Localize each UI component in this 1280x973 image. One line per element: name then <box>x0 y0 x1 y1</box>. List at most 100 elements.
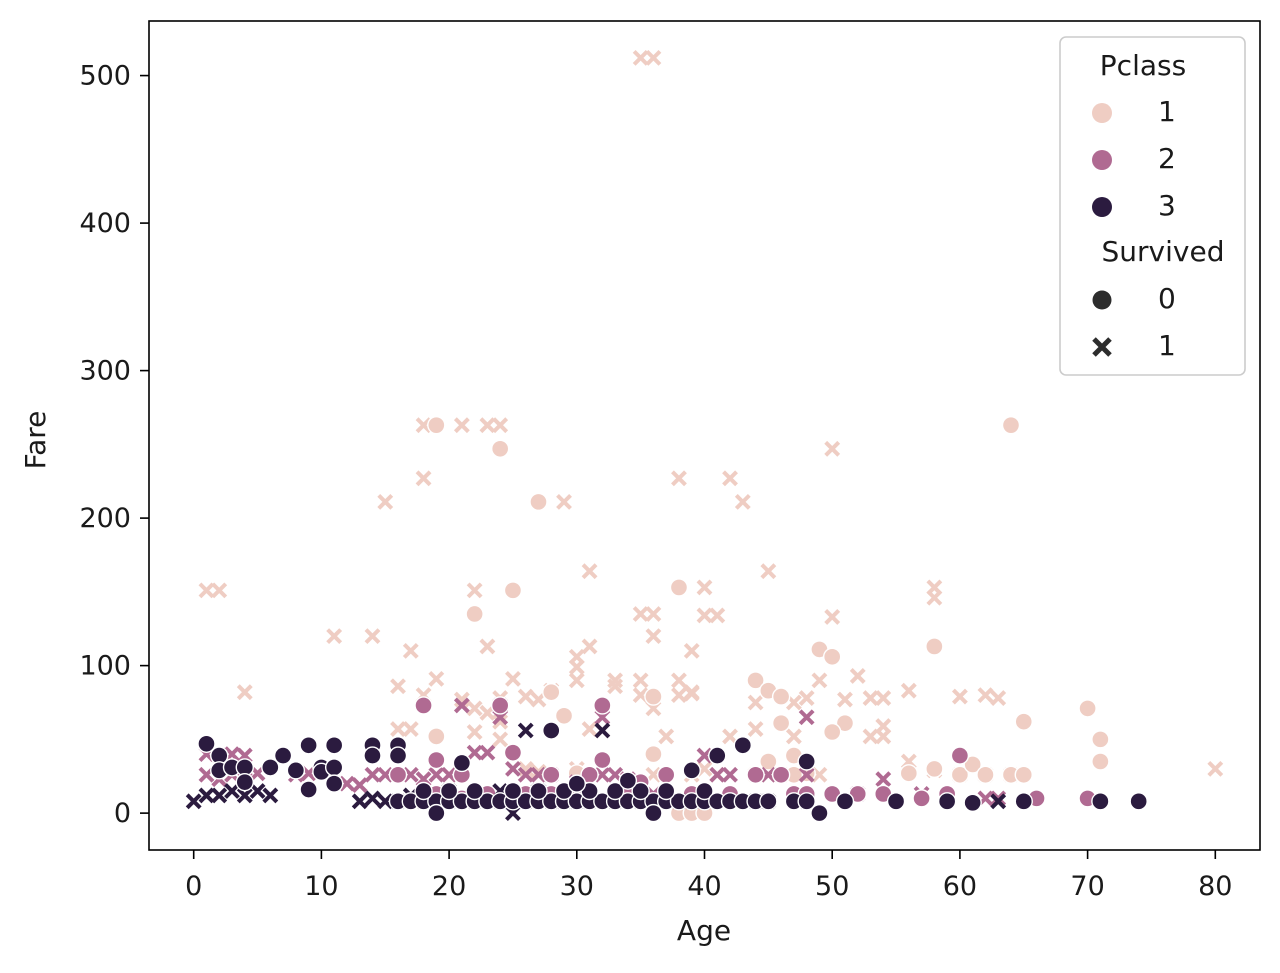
data-point-pclass-3-survived-0 <box>605 781 625 801</box>
data-point-pclass-2-survived-1 <box>760 766 777 783</box>
data-point-pclass-1-survived-0 <box>746 671 765 690</box>
y-axis-label: Fare <box>19 411 52 470</box>
data-point-pclass-3-survived-1 <box>198 787 215 804</box>
data-point-pclass-1-survived-1 <box>671 687 687 704</box>
data-point-pclass-1-survived-1 <box>798 690 815 706</box>
data-point-pclass-1-survived-0 <box>427 727 446 746</box>
data-point-pclass-1-survived-0 <box>1078 699 1097 718</box>
x-tick-label: 0 <box>185 871 202 902</box>
data-point-pclass-2-survived-1 <box>709 766 726 783</box>
data-point-pclass-1-survived-1 <box>645 49 662 66</box>
data-point-pclass-1-survived-1 <box>568 659 585 676</box>
data-point-pclass-1-survived-1 <box>683 642 700 659</box>
data-point-pclass-3-survived-1 <box>594 722 611 739</box>
legend-box <box>1059 36 1246 376</box>
data-point-pclass-3-survived-0 <box>708 746 727 765</box>
data-point-pclass-1-survived-0 <box>1014 765 1033 784</box>
data-point-pclass-1-survived-1 <box>951 688 968 705</box>
data-point-pclass-2-survived-1 <box>798 766 815 783</box>
data-point-pclass-1-survived-1 <box>377 493 394 510</box>
data-point-pclass-3-survived-0 <box>631 781 650 801</box>
data-point-pclass-1-survived-1 <box>326 628 343 645</box>
y-tick-label: 500 <box>79 61 131 92</box>
data-point-pclass-1-survived-1 <box>671 470 687 487</box>
legend-title-survived: Survived <box>1102 235 1225 268</box>
data-point-pclass-2-survived-0 <box>427 750 446 770</box>
data-point-pclass-1-survived-1 <box>926 589 943 606</box>
data-point-pclass-3-survived-0 <box>452 753 472 773</box>
data-point-pclass-1-survived-1 <box>824 440 841 457</box>
data-point-pclass-1-survived-0 <box>1091 752 1110 771</box>
data-point-pclass-1-survived-1 <box>645 606 662 622</box>
data-point-pclass-1-survived-0 <box>963 755 982 774</box>
x-tick-label: 80 <box>1198 871 1232 902</box>
data-point-pclass-3-survived-0 <box>835 792 855 811</box>
data-point-pclass-2-survived-0 <box>950 746 970 765</box>
data-point-pclass-2-survived-1 <box>402 766 419 783</box>
data-point-pclass-1-survived-1 <box>862 728 879 745</box>
x-tick-label: 40 <box>687 871 721 902</box>
legend-label-survived-1: 1 <box>1158 329 1176 362</box>
legend-label-pclass-1: 1 <box>1158 95 1176 128</box>
data-point-pclass-1-survived-1 <box>466 582 483 599</box>
data-point-pclass-1-survived-1 <box>517 688 534 705</box>
data-point-pclass-3-survived-0 <box>733 736 753 755</box>
x-tick-label: 50 <box>815 871 849 902</box>
data-point-pclass-1-survived-1 <box>632 49 649 66</box>
data-point-pclass-1-survived-1 <box>785 728 802 745</box>
data-point-pclass-1-survived-0 <box>427 415 446 435</box>
data-point-pclass-1-survived-1 <box>581 638 598 655</box>
data-point-pclass-1-survived-0 <box>529 492 548 512</box>
data-point-pclass-1-survived-1 <box>492 417 509 434</box>
data-point-pclass-2-survived-0 <box>388 765 408 784</box>
data-point-pclass-1-survived-1 <box>211 582 228 599</box>
data-point-pclass-1-survived-1 <box>760 563 777 580</box>
data-point-pclass-1-survived-1 <box>990 690 1007 706</box>
data-point-pclass-3-survived-1 <box>249 783 266 799</box>
data-point-pclass-2-survived-1 <box>517 766 534 783</box>
data-point-pclass-1-survived-1 <box>390 721 406 737</box>
data-point-pclass-3-survived-1 <box>351 793 368 810</box>
data-point-pclass-3-survived-1 <box>224 783 240 799</box>
data-point-pclass-1-survived-0 <box>823 722 842 742</box>
points-layer <box>185 49 1224 823</box>
data-point-pclass-3-survived-0 <box>810 803 829 823</box>
data-point-pclass-1-survived-1 <box>607 678 624 695</box>
data-point-pclass-1-survived-1 <box>900 682 917 699</box>
data-point-pclass-1-survived-0 <box>644 687 663 706</box>
data-point-pclass-1-survived-0 <box>950 765 970 784</box>
data-point-pclass-2-survived-1 <box>351 777 368 794</box>
data-point-pclass-3-survived-0 <box>886 792 906 811</box>
x-tick-label: 60 <box>943 871 977 902</box>
data-point-pclass-2-survived-1 <box>377 766 394 783</box>
data-point-pclass-1-survived-1 <box>722 470 738 487</box>
data-point-pclass-3-survived-1 <box>185 793 202 810</box>
data-point-pclass-3-survived-0 <box>363 746 382 765</box>
y-tick-label: 100 <box>79 651 131 682</box>
legend-label-pclass-3: 3 <box>1158 189 1176 222</box>
data-point-pclass-2-survived-1 <box>466 744 483 761</box>
data-point-pclass-1-survived-0 <box>835 713 855 733</box>
data-point-pclass-1-survived-1 <box>632 606 649 622</box>
data-point-pclass-2-survived-1 <box>339 775 355 792</box>
data-point-pclass-2-survived-1 <box>505 760 521 777</box>
data-point-pclass-3-survived-0 <box>299 780 318 799</box>
legend-marker-pclass-2 <box>1092 150 1112 170</box>
data-point-pclass-2-survived-1 <box>453 697 470 714</box>
data-point-pclass-1-survived-1 <box>568 672 585 689</box>
data-point-pclass-2-survived-0 <box>593 750 612 770</box>
data-point-pclass-3-survived-0 <box>388 746 408 765</box>
data-point-pclass-1-survived-1 <box>466 724 483 740</box>
data-point-pclass-2-survived-1 <box>696 747 713 764</box>
data-point-pclass-1-survived-1 <box>390 678 406 695</box>
y-tick-label: 0 <box>114 798 131 829</box>
data-point-pclass-1-survived-1 <box>466 700 483 717</box>
data-point-pclass-1-survived-1 <box>492 713 509 730</box>
data-point-pclass-1-survived-1 <box>198 582 215 599</box>
data-point-pclass-3-survived-0 <box>324 774 344 793</box>
data-point-pclass-3-survived-0 <box>503 781 523 801</box>
x-tick-label: 30 <box>560 871 594 902</box>
x-tick-label: 10 <box>304 871 338 902</box>
data-point-pclass-1-survived-1 <box>1207 760 1224 777</box>
